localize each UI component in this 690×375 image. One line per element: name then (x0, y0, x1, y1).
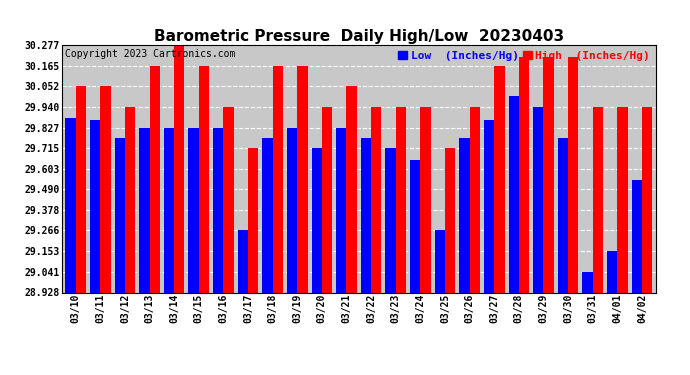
Bar (361, 138, 371, 292)
Bar (174, 45, 184, 292)
Bar (139, 128, 150, 292)
Bar (115, 138, 125, 292)
Bar (631, 180, 642, 292)
Bar (248, 148, 258, 292)
Bar (607, 251, 618, 292)
Bar (322, 107, 332, 292)
Bar (460, 138, 470, 292)
Bar (66, 118, 76, 292)
Bar (519, 57, 529, 292)
Bar (125, 107, 135, 292)
Bar (642, 107, 652, 292)
Legend: Low  (Inches/Hg), High  (Inches/Hg): Low (Inches/Hg), High (Inches/Hg) (398, 51, 650, 61)
Text: Copyright 2023 Cartronics.com: Copyright 2023 Cartronics.com (65, 49, 235, 59)
Bar (346, 86, 357, 292)
Bar (558, 138, 568, 292)
Bar (509, 96, 519, 292)
Bar (582, 272, 593, 292)
Bar (445, 148, 455, 292)
Bar (618, 107, 628, 292)
Bar (188, 128, 199, 292)
Bar (213, 128, 224, 292)
Bar (396, 107, 406, 292)
Bar (386, 148, 396, 292)
Bar (494, 66, 504, 292)
Bar (336, 128, 346, 292)
Bar (410, 160, 420, 292)
Bar (100, 86, 110, 292)
Bar (544, 57, 554, 292)
Bar (435, 231, 445, 292)
Bar (484, 120, 494, 292)
Bar (150, 66, 160, 292)
Bar (297, 66, 308, 292)
Bar (371, 107, 382, 292)
Bar (164, 128, 174, 292)
Bar (470, 107, 480, 292)
Title: Barometric Pressure  Daily High/Low  20230403: Barometric Pressure Daily High/Low 20230… (154, 29, 564, 44)
Bar (199, 66, 209, 292)
Bar (262, 138, 273, 292)
Bar (593, 107, 603, 292)
Bar (420, 107, 431, 292)
Bar (533, 107, 544, 292)
Bar (568, 57, 578, 292)
Bar (237, 231, 248, 292)
Bar (76, 86, 86, 292)
Bar (287, 128, 297, 292)
Bar (311, 148, 322, 292)
Bar (273, 66, 283, 292)
Bar (224, 107, 234, 292)
Bar (90, 120, 100, 292)
